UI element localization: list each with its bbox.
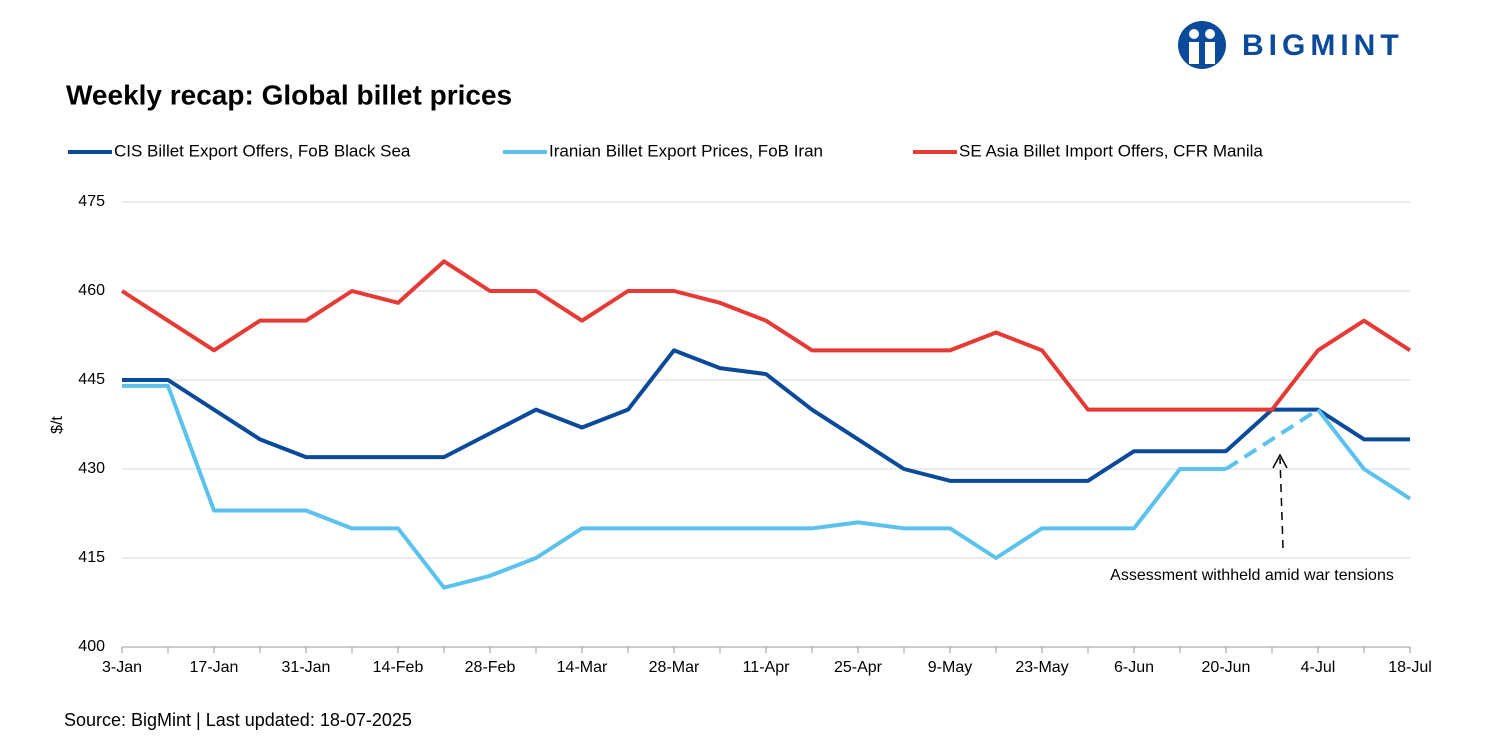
- x-tick-label: 31-Jan: [282, 659, 331, 676]
- x-tick-label: 6-Jun: [1114, 659, 1154, 676]
- chart-title: Weekly recap: Global billet prices: [66, 79, 512, 110]
- y-tick-label: 430: [78, 460, 105, 477]
- y-tick-label: 475: [78, 193, 105, 210]
- x-tick-label: 11-Apr: [743, 659, 791, 676]
- annotation-arrow: [1279, 457, 1284, 549]
- x-tick-label: 23-May: [1015, 659, 1068, 676]
- y-tick-label: 400: [78, 638, 105, 655]
- x-tick-label: 14-Mar: [557, 659, 608, 676]
- legend-label: Iranian Billet Export Prices, FoB Iran: [549, 141, 823, 160]
- gap-bridge: [1224, 407, 1320, 471]
- logo-text: BIGMINT: [1242, 29, 1404, 62]
- x-tick-label: 17-Jan: [190, 659, 239, 676]
- series-line: [122, 383, 1412, 590]
- annotation: Assessment withheld amid war tensions: [1110, 567, 1394, 584]
- logo-icon-part: [1205, 29, 1215, 39]
- annotation-arrowhead: [1272, 453, 1288, 469]
- y-tick-label: 445: [78, 371, 105, 388]
- legend-label: SE Asia Billet Import Offers, CFR Manila: [959, 141, 1263, 160]
- x-tick-label: 28-Feb: [465, 659, 516, 676]
- source: Source: BigMint | Last updated: 18-07-20…: [64, 710, 412, 730]
- series-line: [120, 259, 1412, 412]
- x-tick-label: 20-Jun: [1202, 659, 1251, 676]
- logo-icon-part: [1205, 42, 1215, 64]
- x-tick-label: 14-Feb: [373, 659, 424, 676]
- x-tick-label: 3-Jan: [102, 659, 142, 676]
- x-tick-label: 9-May: [928, 659, 972, 676]
- y-tick-label: 415: [78, 549, 105, 566]
- x-tick-label: 28-Mar: [649, 659, 700, 676]
- logo-icon-part: [1189, 29, 1199, 39]
- x-tick-label: 18-Jul: [1388, 659, 1432, 676]
- x-tick-label: 4-Jul: [1301, 659, 1336, 676]
- logo: BIGMINT: [1178, 21, 1404, 69]
- series-line: [122, 348, 1410, 483]
- legend-label: CIS Billet Export Offers, FoB Black Sea: [114, 141, 411, 160]
- logo-icon-part: [1189, 42, 1199, 64]
- y-axis-label: $/t: [49, 416, 66, 434]
- logo-icon: [1178, 21, 1226, 69]
- y-tick-label: 460: [78, 282, 105, 299]
- x-tick-label: 25-Apr: [834, 659, 883, 676]
